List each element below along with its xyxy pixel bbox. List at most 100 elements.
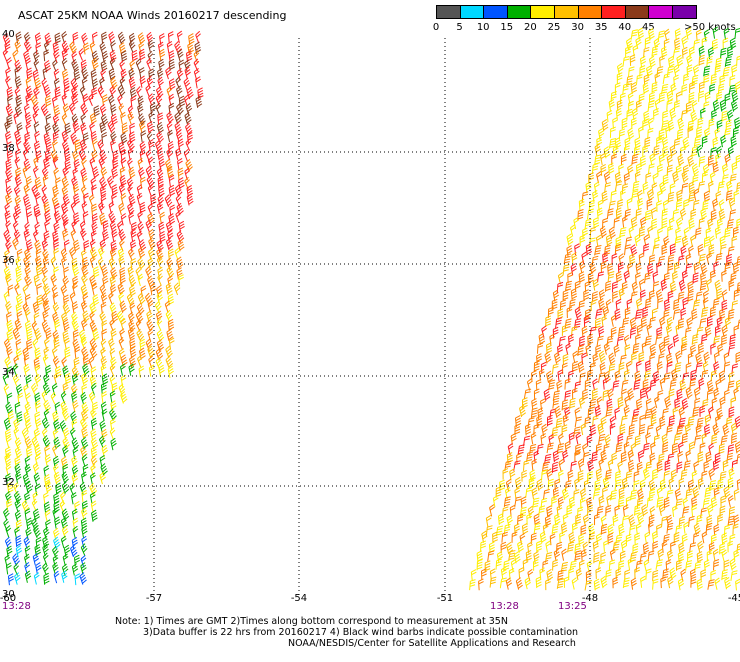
wind-barb [718,479,724,490]
wind-barb [70,78,79,90]
wind-barb [645,532,652,544]
wind-barb [627,165,634,177]
wind-barb [639,424,645,435]
wind-barb [659,92,665,103]
wind-barb [89,338,98,350]
wind-barb [537,479,544,491]
wind-barb [523,460,529,471]
wind-barb [664,372,670,384]
wind-barb [12,50,21,62]
wind-barb [625,209,631,220]
wind-barb [591,300,596,311]
wind-barb [4,418,12,430]
wind-barb [652,46,658,57]
wind-barb [696,228,702,239]
wind-barb [83,355,89,367]
wind-barb [178,239,185,251]
wind-barb [724,525,730,536]
wind-barb [141,131,148,143]
wind-barb [606,505,611,516]
wind-barb [717,288,723,299]
wind-barb [679,478,685,489]
wind-barb [587,435,593,446]
wind-barb [621,540,628,552]
wind-barb [594,579,600,590]
wind-barb [658,164,663,175]
wind-barb [101,265,109,277]
wind-barb [692,505,698,516]
wind-barb [70,545,78,557]
wind-barb [658,30,664,42]
wind-barb [557,282,563,293]
wind-barb [167,122,175,134]
wind-barb [52,185,59,197]
wind-barb [677,129,683,140]
wind-barb [145,266,154,278]
wind-barb [52,140,60,152]
wind-barb [34,122,42,134]
wind-barb [587,471,592,482]
wind-barb [541,326,549,338]
longitude-label: -57 [146,593,162,604]
wind-barb [65,159,71,171]
wind-barb [80,392,88,404]
wind-barb [699,91,704,102]
wind-barb [53,537,61,549]
wind-barb [683,165,689,176]
wind-barb [714,335,720,347]
wind-barb [659,317,667,329]
wind-barb [712,199,719,211]
wind-barb [673,335,679,347]
wind-barb [713,162,719,174]
wind-barb [118,248,126,260]
wind-barb [632,353,637,364]
wind-barb [673,443,678,454]
wind-barb [41,78,50,90]
wind-barb [100,104,108,116]
wind-barb [500,577,506,589]
wind-barb [504,524,510,536]
wind-barb [544,454,551,466]
wind-barb [731,423,738,435]
wind-barb [61,248,70,260]
wind-barb [582,228,588,239]
wind-barb [704,30,711,42]
wind-barb [578,507,584,518]
latitude-label: 40 [2,29,15,40]
swath-time-label: 13:25 [558,601,587,612]
wind-barb [93,295,100,307]
wind-barb [599,290,606,302]
wind-barb [42,435,51,447]
wind-barb [521,497,527,508]
wind-barb [574,489,580,500]
wind-barb [520,507,526,519]
footnotes: Note: 1) Times are GMT 2)Times along bot… [0,616,740,662]
wind-barb [677,462,682,473]
wind-barb [607,111,613,122]
wind-barb [35,418,42,430]
wind-barb [694,435,701,447]
wind-barb [490,577,496,588]
wind-barb [135,267,144,279]
wind-barb [53,528,61,540]
wind-barb [704,75,709,86]
wind-barb [147,121,154,133]
wind-barb [638,126,644,137]
wind-barb [626,435,632,447]
wind-barb [31,499,40,511]
wind-barb [55,483,61,495]
wind-barb [719,371,726,383]
wind-barb [713,27,720,39]
wind-barb [72,374,79,386]
longitude-label: -54 [291,593,307,604]
wind-barb [565,379,571,390]
wind-barb [725,93,730,104]
wind-barb [102,95,108,107]
wind-barb [632,415,638,427]
wind-barb [569,568,574,579]
wind-barb [629,424,634,435]
wind-barb [110,284,117,296]
wind-barb [12,328,21,340]
wind-barb [119,349,127,361]
